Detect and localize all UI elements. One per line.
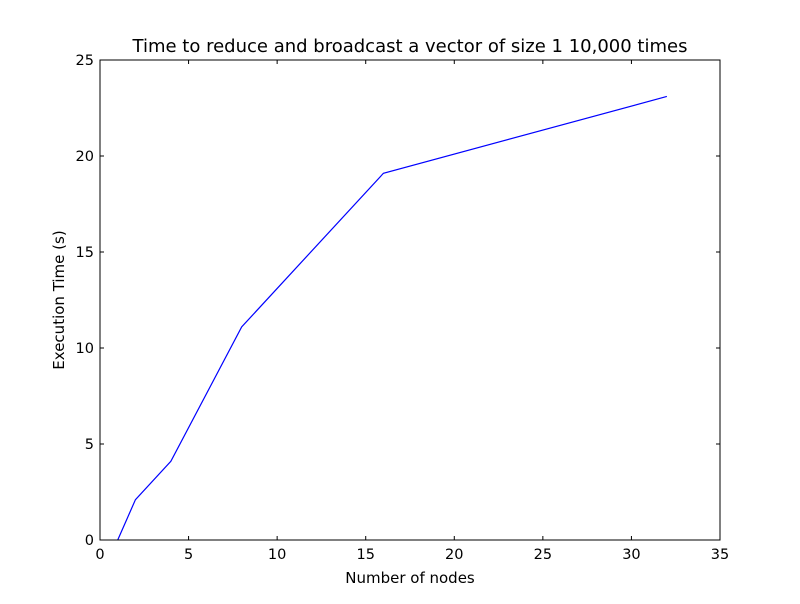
x-tick-label: 15 — [356, 547, 374, 563]
y-tick-label: 15 — [76, 245, 94, 261]
x-tick-label: 5 — [184, 547, 193, 563]
x-tick-label: 10 — [268, 547, 286, 563]
y-tick-label: 0 — [85, 533, 94, 549]
series-line-0 — [117, 95, 668, 541]
x-axis-label: Number of nodes — [345, 569, 475, 587]
chart-title: Time to reduce and broadcast a vector of… — [132, 36, 688, 57]
y-tick-label: 25 — [76, 53, 94, 69]
x-tick-label: 20 — [445, 547, 463, 563]
y-tick-label: 20 — [76, 149, 94, 165]
x-tick-label: 30 — [622, 547, 640, 563]
x-tick-label: 35 — [711, 547, 729, 563]
y-tick-label: 5 — [85, 437, 94, 453]
plot-frame — [99, 59, 721, 541]
plot-area: 0 5 10 15 20 25 30 35 0 5 10 15 20 25 — [76, 53, 730, 563]
y-axis-label: Execution Time (s) — [50, 230, 68, 369]
x-tick-label: 25 — [534, 547, 552, 563]
y-tick-label: 10 — [76, 341, 94, 357]
x-tick-label: 0 — [95, 547, 104, 563]
